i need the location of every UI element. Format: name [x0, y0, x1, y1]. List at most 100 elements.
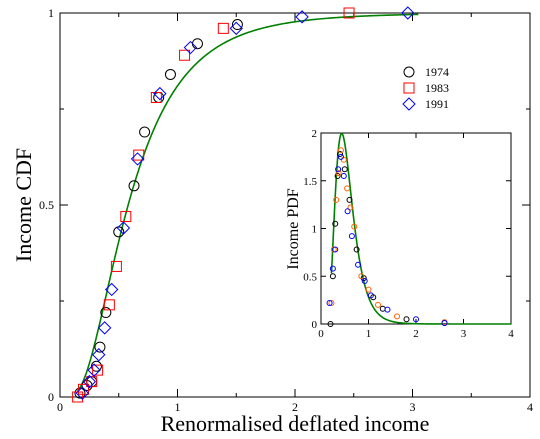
cdf-point-1991 [130, 152, 145, 166]
cdf-point-1991 [401, 6, 415, 20]
pdf-point-1983 [347, 204, 354, 211]
inset-y-tick-label: 1.5 [303, 176, 317, 188]
pdf-point-1974 [403, 316, 410, 323]
inset-tick-labels: 0 1 2 3 4 0 0.5 1 1.5 2 [303, 128, 514, 340]
pdf-point-1974 [329, 273, 336, 280]
pdf-point-1974 [337, 151, 343, 158]
cdf-point-1974 [231, 19, 243, 31]
cdf-point-1991 [82, 374, 97, 389]
legend-entry-1983: 1983 [403, 81, 449, 95]
pdf-point-1991 [348, 233, 355, 240]
inset-pdf-chart: 0 1 2 3 4 0 0.5 1 1.5 2 Income PDF [285, 127, 522, 340]
inset-x-tick-label: 1 [366, 328, 372, 340]
legend-marker-square [403, 82, 415, 94]
pdf-point-1974 [341, 166, 348, 173]
pdf-point-1991 [335, 166, 342, 173]
main-x-tick-label: 0 [57, 400, 63, 414]
main-fit-curve [76, 13, 419, 392]
main-y-tick-label: 0 [48, 390, 54, 404]
pdf-point-1974 [346, 196, 353, 203]
legend-entry-1991: 1991 [402, 97, 449, 111]
cdf-point-1983 [92, 364, 104, 376]
legend-label-1991: 1991 [425, 97, 449, 111]
cdf-point-1991 [183, 40, 198, 55]
cdf-point-1991 [75, 386, 90, 400]
cdf-point-1974 [128, 180, 140, 192]
pdf-point-1991 [337, 153, 344, 160]
cdf-point-1974 [164, 68, 176, 80]
cdf-point-1991 [229, 21, 243, 36]
legend-label-1983: 1983 [425, 81, 449, 95]
main-x-tick-label: 2 [292, 400, 298, 414]
main-data-points [72, 6, 415, 403]
pdf-point-1983 [344, 185, 351, 192]
inset-data-points [326, 147, 448, 327]
pdf-point-1991 [329, 265, 336, 272]
cdf-point-1974 [100, 307, 112, 319]
pdf-point-1983 [335, 170, 342, 177]
cdf-point-1983 [133, 149, 145, 161]
pdf-point-1983 [375, 301, 381, 308]
cdf-point-1983 [343, 7, 355, 19]
cdf-point-1974 [94, 341, 106, 353]
pdf-point-1983 [333, 196, 340, 203]
cdf-point-1974 [191, 38, 203, 50]
inset-y-tick-label: 2 [312, 128, 318, 140]
main-x-tick-label: 1 [175, 400, 181, 414]
pdf-point-1991 [332, 246, 339, 253]
pdf-point-1991 [441, 320, 448, 327]
inset-x-tick-label: 3 [461, 328, 467, 340]
pdf-point-1983 [337, 147, 344, 154]
legend: 1974 1983 1991 [397, 61, 467, 114]
main-y-axis-label: Income CDF [11, 148, 36, 262]
main-y-tick-label: 1 [48, 6, 54, 20]
cdf-point-1983 [86, 376, 98, 388]
pdf-point-1991 [384, 306, 391, 313]
main-tick-labels: 0 1 2 3 4 0 0.5 1 [39, 6, 533, 414]
cdf-point-1991 [153, 86, 167, 101]
pdf-point-1991 [344, 208, 351, 215]
legend-marker-diamond [402, 97, 416, 111]
main-x-axis-label: Renormalised deflated income [161, 411, 430, 436]
legend-box [397, 61, 467, 114]
cdf-point-1983 [217, 22, 229, 34]
pdf-point-1983 [358, 273, 365, 280]
pdf-point-1974 [332, 220, 339, 227]
cdf-point-1991 [104, 282, 119, 297]
cdf-point-1991 [92, 348, 106, 362]
pdf-point-1991 [361, 278, 368, 285]
cdf-point-1991 [295, 10, 309, 24]
inset-y-tick-label: 0 [312, 319, 318, 331]
cdf-point-1983 [103, 299, 115, 311]
pdf-point-1974 [334, 172, 341, 179]
inset-y-tick-label: 0.5 [303, 271, 317, 283]
inset-background [317, 127, 522, 329]
cdf-point-1974 [74, 387, 86, 399]
main-x-tick-label: 4 [527, 400, 533, 414]
pdf-point-1991 [413, 316, 419, 323]
pdf-point-1991 [367, 292, 374, 299]
pdf-point-1983 [328, 299, 335, 306]
inset-x-tick-label: 2 [413, 328, 419, 340]
pdf-point-1983 [365, 286, 372, 293]
pdf-point-1991 [340, 172, 347, 179]
cdf-point-1974 [139, 126, 151, 138]
cdf-point-1983 [110, 260, 122, 272]
inset-x-tick-label: 0 [318, 328, 324, 340]
legend-entry-1974: 1974 [403, 65, 449, 79]
cdf-point-1983 [120, 211, 132, 223]
legend-label-1974: 1974 [425, 65, 449, 79]
inset-fit-curve [330, 132, 511, 325]
pdf-point-1974 [353, 246, 360, 253]
pdf-point-1983 [394, 313, 400, 320]
pdf-point-1991 [326, 299, 333, 306]
cdf-point-1983 [78, 383, 89, 395]
cdf-point-1974 [113, 226, 125, 238]
cdf-point-1991 [97, 321, 112, 335]
inset-x-tick-label: 4 [508, 328, 514, 340]
pdf-point-1991 [355, 261, 362, 268]
cdf-point-1991 [116, 221, 131, 235]
main-y-tick-label: 0.5 [39, 198, 54, 212]
cdf-point-1991 [87, 363, 101, 377]
